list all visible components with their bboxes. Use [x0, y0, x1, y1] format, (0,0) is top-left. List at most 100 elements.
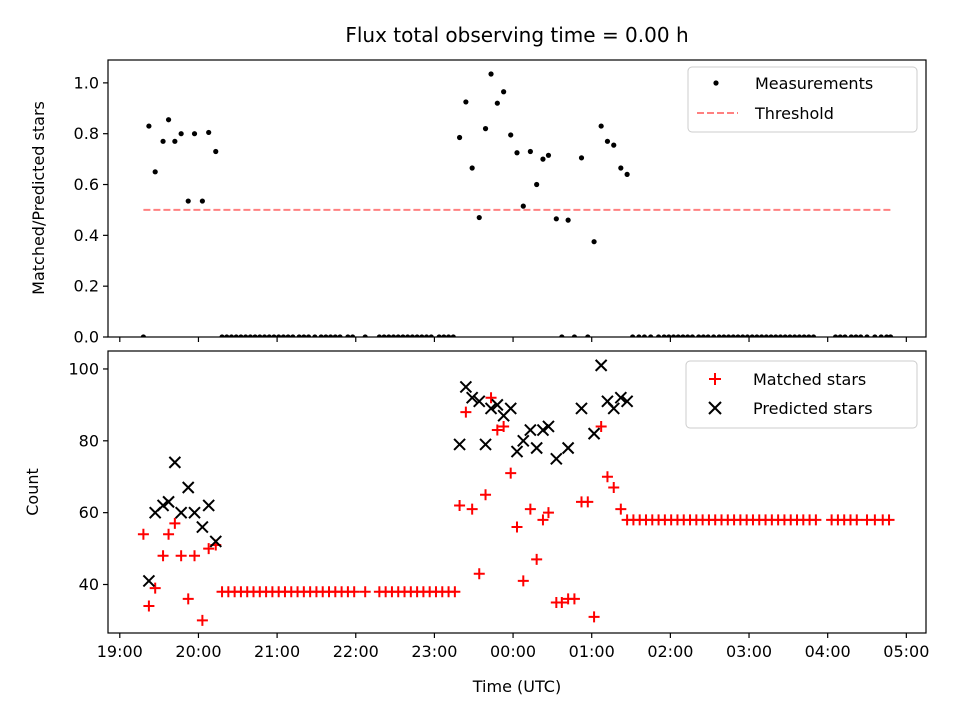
series-predicted-stars-point — [550, 452, 563, 465]
series-measurements-point — [445, 334, 452, 337]
series-measurements-point — [296, 334, 302, 337]
series-predicted-stars-point — [196, 520, 209, 534]
series-matched-stars-point — [524, 503, 536, 515]
series-predicted-stars-point — [542, 420, 555, 433]
bottom-plot-marks — [137, 359, 895, 626]
y-tick-label: 0.6 — [74, 175, 99, 194]
x-tick-label: 03:00 — [726, 642, 772, 661]
series-matched-stars-point — [517, 575, 529, 587]
y-tick-label: 0.2 — [74, 277, 99, 296]
series-measurements-point — [247, 334, 253, 337]
series-measurements-point — [228, 334, 235, 337]
series-matched-stars-point — [582, 496, 594, 508]
series-measurements-point — [160, 138, 166, 144]
series-predicted-stars-point — [453, 438, 466, 451]
series-measurements-point — [238, 334, 244, 337]
series-measurements-point — [884, 334, 890, 337]
series-measurements-point — [482, 126, 489, 132]
series-matched-stars-point — [473, 568, 485, 580]
top-legend-box — [687, 66, 918, 133]
series-measurements-point — [725, 334, 732, 337]
series-measurements-point — [604, 138, 611, 144]
series-measurements-point — [152, 169, 158, 175]
series-measurements-point — [285, 334, 291, 337]
series-matched-stars-point — [883, 514, 895, 526]
chart-title: Flux total observing time = 0.00 h — [345, 23, 688, 47]
series-matched-stars-point — [449, 586, 461, 598]
series-measurements-point — [853, 334, 859, 337]
series-measurements-point — [685, 334, 691, 337]
series-measurements-point — [362, 334, 368, 337]
series-measurements-point — [872, 334, 878, 337]
series-measurements-point — [376, 334, 382, 337]
series-measurements-point — [463, 99, 469, 105]
series-matched-stars-point — [851, 514, 863, 526]
legend-measurements-marker — [713, 80, 719, 86]
series-measurements-point — [578, 155, 585, 161]
top-y-ticks: 0.0 0.2 0.4 0.6 0.8 1.0 — [74, 73, 108, 347]
series-predicted-stars-point — [465, 391, 479, 404]
series-measurements-point — [469, 165, 475, 171]
series-measurements-point — [261, 334, 268, 337]
series-matched-stars-point — [537, 514, 549, 526]
series-measurements-point — [501, 89, 507, 95]
series-measurements-point — [488, 71, 494, 77]
series-predicted-stars-point — [162, 495, 175, 509]
series-measurements-point — [559, 334, 565, 337]
series-measurements-point — [327, 334, 334, 337]
series-matched-stars-point — [531, 553, 543, 565]
y-tick-label: 100 — [68, 359, 99, 378]
series-measurements-point — [206, 129, 212, 136]
series-measurements-point — [705, 334, 711, 337]
bottom-axes-frame — [107, 350, 927, 634]
series-measurements-point — [381, 334, 387, 337]
series-measurements-point — [740, 334, 746, 337]
top-plot-marks — [140, 71, 894, 337]
series-measurements-point — [450, 334, 456, 337]
series-measurements-point — [337, 334, 343, 337]
series-measurements-point — [661, 334, 667, 337]
series-measurements-point — [280, 334, 286, 337]
series-predicted-stars-point — [484, 402, 498, 415]
series-predicted-stars-point — [614, 391, 628, 404]
series-measurements-point — [390, 334, 397, 337]
series-measurements-point — [527, 148, 533, 155]
legend-matched-marker — [709, 373, 721, 385]
series-measurements-point — [749, 334, 755, 337]
legend-threshold-label: Threshold — [754, 104, 834, 123]
series-matched-stars-point — [157, 550, 169, 562]
series-predicted-stars-point — [182, 481, 195, 494]
series-measurements-point — [476, 214, 482, 221]
series-measurements-point — [405, 334, 411, 337]
series-measurements-point — [675, 334, 681, 337]
series-matched-stars-point — [143, 600, 155, 612]
series-predicted-stars-point — [517, 434, 530, 448]
series-measurements-point — [744, 334, 751, 337]
legend-matched-label: Matched stars — [753, 370, 866, 389]
series-measurements-point — [409, 334, 415, 337]
series-matched-stars-point — [203, 543, 215, 555]
series-matched-stars-point — [491, 424, 503, 436]
series-measurements-point — [213, 148, 219, 155]
series-measurements-point — [792, 334, 798, 337]
series-matched-stars-point — [182, 593, 194, 605]
legend-predicted-marker — [708, 401, 722, 415]
series-matched-stars-point — [810, 514, 822, 526]
series-measurements-point — [332, 334, 338, 337]
series-measurements-point — [730, 334, 736, 337]
series-measurements-point — [565, 217, 571, 223]
series-measurements-point — [545, 152, 552, 158]
x-tick-label: 21:00 — [254, 642, 300, 661]
series-measurements-point — [768, 334, 774, 337]
series-measurements-point — [735, 334, 741, 337]
top-axes-frame — [107, 59, 927, 338]
series-matched-stars-point — [454, 499, 466, 511]
series-matched-stars-point — [137, 528, 149, 540]
series-predicted-stars-point — [561, 441, 575, 455]
x-tick-label: 20:00 — [175, 642, 221, 661]
series-predicted-stars-point — [587, 427, 601, 440]
bottom-y-axis-label: Count — [23, 468, 42, 516]
series-matched-stars-point — [608, 482, 620, 494]
legend-predicted-label: Predicted stars — [753, 399, 873, 418]
top-legend: Measurements Threshold — [687, 66, 918, 133]
